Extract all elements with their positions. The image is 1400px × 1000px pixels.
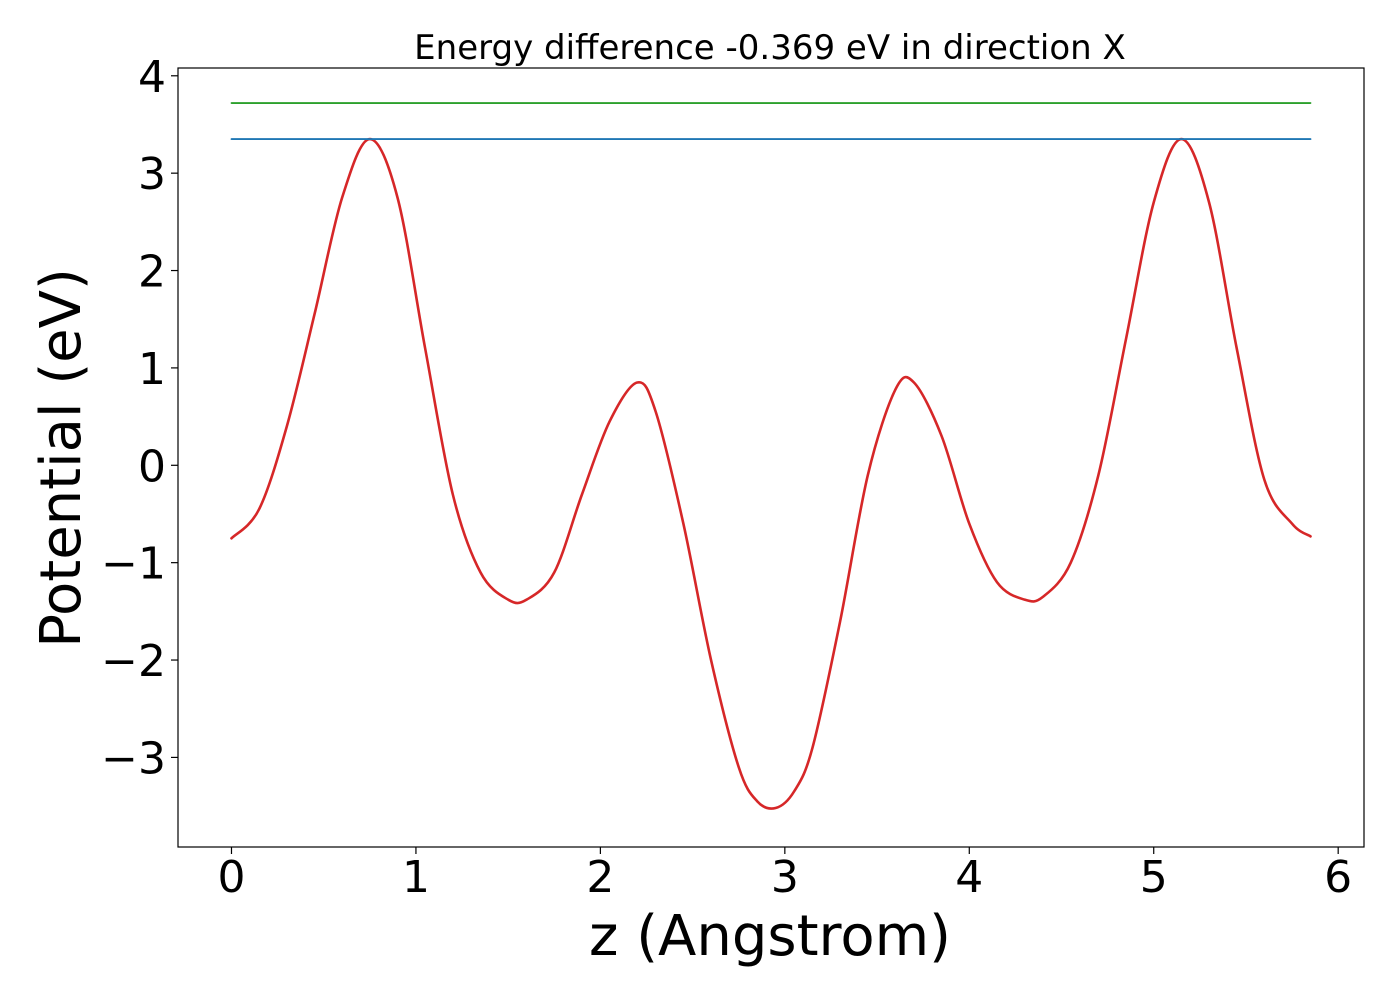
- x-axis-label: z (Angstrom): [589, 904, 951, 969]
- x-tick-label: 4: [955, 852, 983, 903]
- x-tick-label: 6: [1324, 852, 1352, 903]
- y-tick-label: 1: [138, 344, 166, 395]
- chart-title: Energy difference -0.369 eV in direction…: [414, 28, 1126, 68]
- y-tick-label: 4: [138, 52, 166, 103]
- y-tick-label: −1: [101, 539, 166, 590]
- y-tick-label: −2: [101, 636, 166, 687]
- x-tick-label: 1: [402, 852, 430, 903]
- y-tick-label: 3: [138, 149, 166, 200]
- y-tick-label: 2: [138, 247, 166, 298]
- potential-curve: [230, 137, 1312, 810]
- x-tick-label: 2: [586, 852, 614, 903]
- x-tick-label: 3: [771, 852, 799, 903]
- x-ticks: 0 1 2 3 4 5 6: [217, 847, 1352, 903]
- y-tick-label: −3: [101, 733, 166, 784]
- y-axis-label: Potential (eV): [29, 268, 94, 648]
- plot-frame: [177, 67, 1365, 848]
- y-tick-label: 0: [138, 441, 166, 492]
- series-layer: [230, 102, 1312, 810]
- x-tick-label: 5: [1140, 852, 1168, 903]
- x-tick-label: 0: [217, 852, 245, 903]
- y-ticks: −3 −2 −1 0 1 2 3 4: [101, 52, 178, 784]
